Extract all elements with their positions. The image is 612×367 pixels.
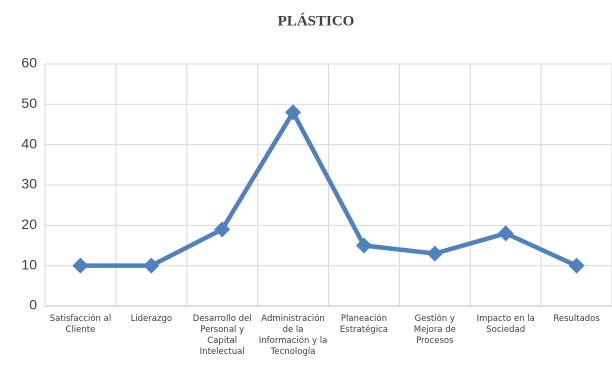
x-tick-label: Administración de la Información y la Te… [258,314,328,357]
marker [355,237,372,254]
y-tick-label: 60 [21,55,37,71]
chart-title: PLÁSTICO [278,12,355,29]
x-tick-label: Liderazgo [130,314,173,324]
x-tick-label: Gestión y Mejora de Procesos [413,314,456,346]
x-tick-label-box: Resultados [553,314,600,324]
marker [143,257,160,274]
x-tick-label: Impacto en la Sociedad [476,314,535,335]
marker [285,104,302,121]
x-tick-label-box: Satisfacción al Cliente [49,314,112,335]
marker [72,257,89,274]
y-tick-label: 0 [29,297,37,313]
x-tick-label: Resultados [553,314,600,324]
x-tick-label-box: Planeación Estratégica [339,314,388,335]
x-tick-label: Satisfacción al Cliente [49,314,112,335]
line [80,110,578,268]
marker [426,245,443,262]
y-tick-label: 50 [21,95,37,111]
marker [214,221,231,238]
marker [568,257,585,274]
x-tick-label: Planeación Estratégica [339,314,388,335]
x-tick-label-box: Liderazgo [130,314,173,324]
marker [497,225,514,242]
x-tick-label-box: Administración de la Información y la Te… [258,314,328,357]
y-tick-label: 30 [21,176,37,192]
y-tick-label: 40 [21,135,37,151]
x-tick-label-box: Impacto en la Sociedad [476,314,535,335]
x-tick-label-box: Gestión y Mejora de Procesos [413,314,456,346]
x-tick-label-box: Desarrollo del Personal y Capital Intele… [192,314,252,357]
x-tick-label: Desarrollo del Personal y Capital Intele… [192,314,252,357]
y-tick-label: 10 [21,256,37,272]
y-tick-label: 20 [21,216,37,232]
